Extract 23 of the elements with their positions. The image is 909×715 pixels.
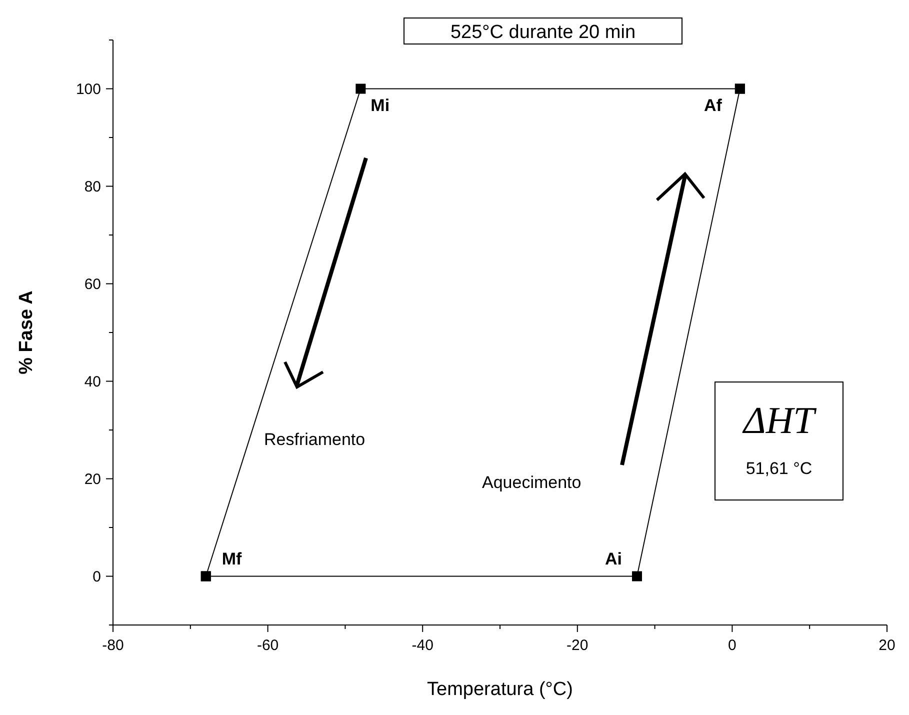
y-tick-label: 100 bbox=[76, 80, 101, 98]
x-tick-label: -20 bbox=[566, 637, 588, 654]
x-tick-label: -80 bbox=[102, 637, 124, 654]
annotation: ΔHT bbox=[742, 400, 818, 442]
annotation: Aquecimento bbox=[482, 473, 582, 492]
annotation: Mi bbox=[370, 96, 390, 115]
x-axis-title: Temperatura (°C) bbox=[427, 679, 573, 700]
annotation: Mf bbox=[222, 549, 242, 568]
y-tick-label: 80 bbox=[84, 178, 101, 196]
x-tick-label: -60 bbox=[256, 637, 279, 654]
y-tick-label: 60 bbox=[84, 276, 101, 293]
x-tick-label: 0 bbox=[728, 637, 736, 654]
y-axis-title: % Fase A bbox=[16, 290, 37, 374]
annotation: Af bbox=[704, 96, 722, 115]
annotation: Ai bbox=[605, 549, 622, 568]
annotation: Resfriamento bbox=[264, 430, 366, 449]
x-tick-label: 20 bbox=[878, 637, 896, 654]
y-tick-label: 0 bbox=[92, 568, 101, 586]
y-tick-label: 40 bbox=[84, 373, 101, 390]
x-tick-label: -40 bbox=[412, 637, 434, 654]
chart-title: 525°C durante 20 min bbox=[450, 22, 636, 43]
annotation: 51,61 °C bbox=[746, 459, 812, 478]
y-tick-label: 20 bbox=[84, 470, 101, 488]
